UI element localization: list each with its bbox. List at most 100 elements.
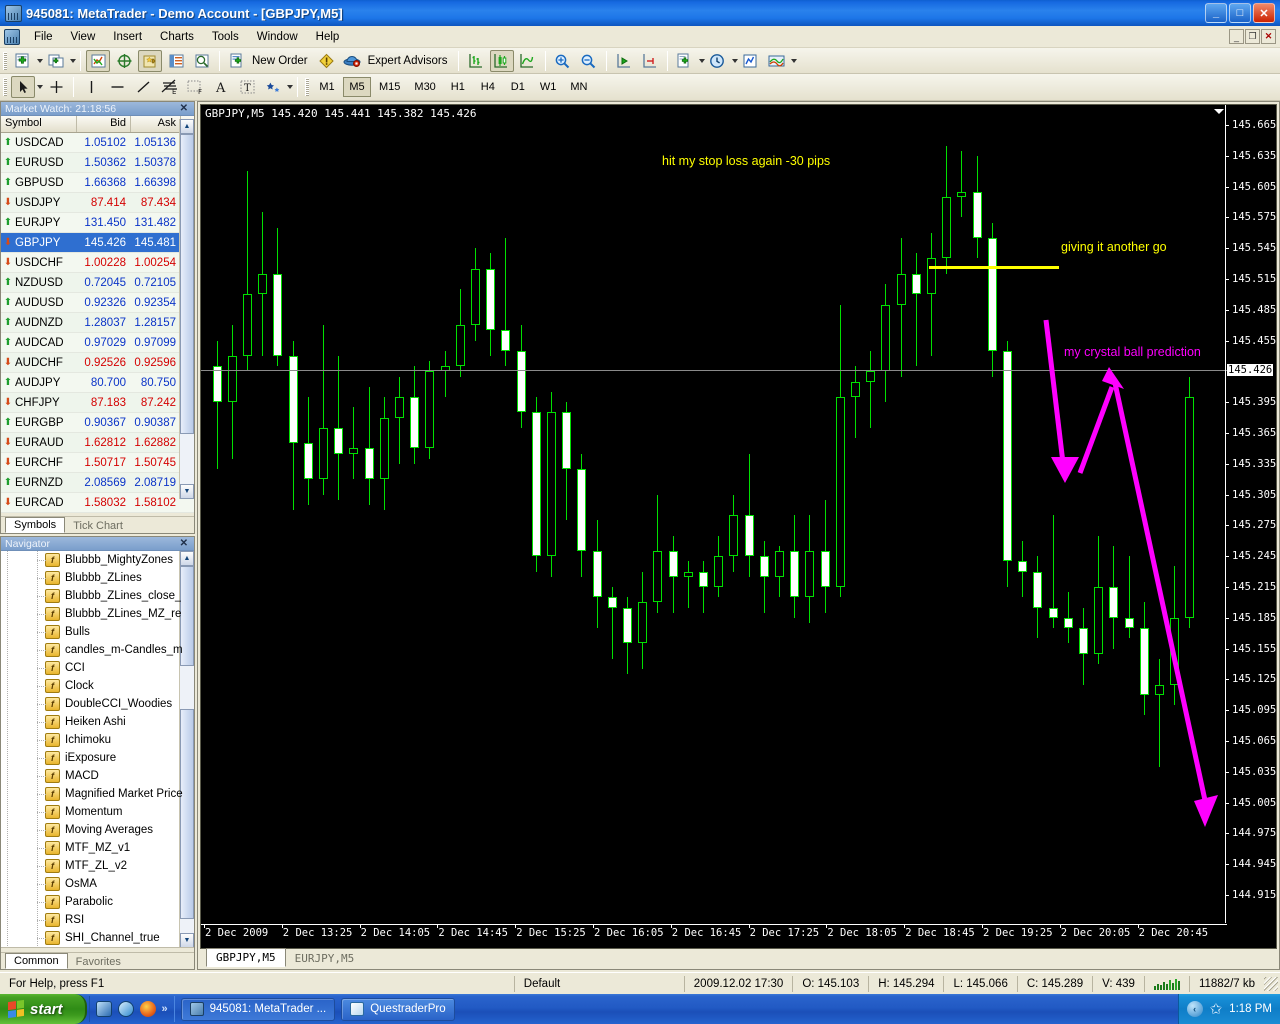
- navigator-item[interactable]: f candles_m-Candles_m: [1, 641, 194, 659]
- navigator-item[interactable]: f Ichimoku: [1, 731, 194, 749]
- market-watch-row[interactable]: ⬇ USDCHF 1.00228 1.00254: [1, 253, 194, 273]
- strategy-tester-icon[interactable]: [190, 50, 214, 72]
- tile-windows-icon[interactable]: [44, 50, 68, 72]
- navigator-item[interactable]: f iExposure: [1, 749, 194, 767]
- navigator-item[interactable]: f Blubbb_ZLines: [1, 569, 194, 587]
- tab-common[interactable]: Common: [5, 953, 68, 969]
- timeframe-m15[interactable]: M15: [379, 81, 401, 93]
- scroll-thumb[interactable]: [180, 134, 194, 434]
- nav-scroll-thumb[interactable]: [180, 566, 194, 666]
- market-watch-row[interactable]: ⬆ EURGBP 0.90367 0.90387: [1, 413, 194, 433]
- trendline-icon[interactable]: [131, 76, 155, 98]
- price-scale[interactable]: 145.665 145.635 145.605 145.575 145.545 145.5…: [1224, 105, 1276, 923]
- new-order-icon[interactable]: [225, 50, 249, 72]
- maximize-button[interactable]: □: [1229, 3, 1251, 23]
- resize-grip[interactable]: [1264, 976, 1278, 991]
- chart-shift-icon[interactable]: [638, 50, 662, 72]
- chart-canvas[interactable]: GBPJPY,M5 145.420 145.441 145.382 145.42…: [200, 104, 1277, 949]
- menu-item-tools[interactable]: Tools: [211, 30, 239, 43]
- market-watch-row[interactable]: ⬆ AUDJPY 80.700 80.750: [1, 373, 194, 393]
- market-watch-row[interactable]: ⬆ GBPUSD 1.66368 1.66398: [1, 173, 194, 193]
- navigator-item[interactable]: f Bulls: [1, 623, 194, 641]
- tab-symbols[interactable]: Symbols: [5, 517, 66, 533]
- nav-scroll-down-icon[interactable]: ▼: [180, 933, 194, 947]
- text-icon[interactable]: A: [209, 76, 233, 98]
- market-watch-row[interactable]: ⬇ GBPJPY 145.426 145.481: [1, 233, 194, 253]
- mdi-close-button[interactable]: ✕: [1261, 29, 1276, 44]
- navigator-scrollbar[interactable]: ▲ ▼: [179, 551, 194, 947]
- menu-item-window[interactable]: Window: [256, 30, 298, 43]
- scroll-up-icon[interactable]: ▲: [180, 119, 194, 134]
- market-watch-row[interactable]: ⬇ EURCAD 1.58032 1.58102: [1, 493, 194, 513]
- navigator-close-icon[interactable]: ✕: [179, 538, 188, 549]
- cursor-arrow-icon[interactable]: [11, 76, 35, 98]
- timeframe-m1[interactable]: M1: [319, 81, 335, 93]
- mdi-minimize-button[interactable]: _: [1229, 29, 1244, 44]
- period-dropdown-icon[interactable]: [731, 58, 738, 63]
- tray-expand-icon[interactable]: ‹: [1186, 1001, 1203, 1017]
- menu-item-file[interactable]: File: [34, 30, 53, 43]
- market-watch-scrollbar[interactable]: ▲ ▼: [179, 119, 194, 499]
- chart-annotation[interactable]: hit my stop loss again -30 pips: [662, 154, 831, 168]
- taskbar-task-questrader[interactable]: QuestraderPro: [341, 997, 455, 1021]
- candlestick-chart-icon[interactable]: [489, 49, 514, 72]
- line-chart-icon[interactable]: [516, 50, 540, 72]
- chart-annotation[interactable]: giving it another go: [1061, 240, 1167, 254]
- navigator-item[interactable]: f Blubbb_ZLines_MZ_re: [1, 605, 194, 623]
- tab-tick-chart[interactable]: Tick Chart: [73, 520, 123, 532]
- firefox-icon[interactable]: [139, 1001, 156, 1017]
- timeframe-h1[interactable]: H1: [450, 81, 465, 93]
- market-watch-row[interactable]: ⬇ AUDCHF 0.92526 0.92596: [1, 353, 194, 373]
- scroll-down-icon[interactable]: ▼: [180, 484, 194, 499]
- navigator-item[interactable]: f RSI: [1, 911, 194, 929]
- chart-annotation[interactable]: my crystal ball prediction: [1064, 345, 1201, 359]
- market-watch-close-icon[interactable]: ✕: [179, 103, 188, 114]
- vertical-line-icon[interactable]: [79, 76, 103, 98]
- chart-plot-area[interactable]: hit my stop loss again -30 pips giving it…: [201, 105, 1227, 923]
- objects-icon[interactable]: [261, 76, 285, 98]
- market-watch-row[interactable]: ⬇ CHFJPY 87.183 87.242: [1, 393, 194, 413]
- market-watch-row[interactable]: ⬆ EURJPY 131.450 131.482: [1, 213, 194, 233]
- fibonacci-icon[interactable]: E: [157, 76, 181, 98]
- drawing-toolbar-grip[interactable]: [3, 78, 7, 96]
- templates-icon[interactable]: [673, 50, 697, 72]
- navigator-item[interactable]: f OsMA: [1, 875, 194, 893]
- zoom-out-icon[interactable]: [577, 50, 601, 72]
- navigator-item[interactable]: f Moving Averages: [1, 821, 194, 839]
- lines-dropdown-icon[interactable]: [790, 58, 797, 63]
- equidistant-channel-icon[interactable]: F: [183, 76, 207, 98]
- minimize-button[interactable]: _: [1205, 3, 1227, 23]
- period-clock-icon[interactable]: [706, 50, 730, 72]
- menu-item-charts[interactable]: Charts: [160, 30, 194, 43]
- market-watch-row[interactable]: ⬆ USDCAD 1.05102 1.05136: [1, 133, 194, 153]
- resistance-line[interactable]: [929, 265, 1059, 269]
- time-scale[interactable]: 2 Dec 2009 2 Dec 13:25 2 Dec 14:05 2 Dec 14…: [201, 924, 1227, 948]
- chart-collapse-icon[interactable]: [1214, 109, 1224, 114]
- tile-windows-dropdown-icon[interactable]: [70, 58, 76, 63]
- navigator-icon[interactable]: [112, 50, 136, 72]
- navigator-item[interactable]: f MTF_ZL_v2: [1, 857, 194, 875]
- new-chart-dropdown-icon[interactable]: [37, 58, 43, 63]
- navigator-item[interactable]: f Clock: [1, 677, 194, 695]
- navigator-item[interactable]: f Blubbb_MightyZones: [1, 551, 194, 569]
- bar-chart-icon[interactable]: [464, 50, 488, 72]
- mdi-app-icon[interactable]: [4, 28, 20, 45]
- quick-launch-expand-icon[interactable]: »: [161, 1003, 168, 1015]
- column-bid[interactable]: Bid: [77, 116, 131, 132]
- market-watch-row[interactable]: ⬆ AUDNZD 1.28037 1.28157: [1, 313, 194, 333]
- objects-dropdown-icon[interactable]: [287, 85, 293, 89]
- new-chart-icon[interactable]: [11, 50, 35, 72]
- navigator-item[interactable]: f Momentum: [1, 803, 194, 821]
- column-ask[interactable]: Ask: [131, 116, 181, 132]
- timeframe-m5[interactable]: M5: [343, 77, 371, 97]
- text-label-icon[interactable]: T: [235, 76, 259, 98]
- navigator-item[interactable]: f DoubleCCI_Woodies: [1, 695, 194, 713]
- taskbar-task-metatrader[interactable]: 945081: MetaTrader ...: [180, 997, 336, 1021]
- crosshair-icon[interactable]: [44, 76, 68, 98]
- column-symbol[interactable]: Symbol: [1, 116, 77, 132]
- market-watch-row[interactable]: ⬆ NZDUSD 0.72045 0.72105: [1, 273, 194, 293]
- timeframe-grip[interactable]: [305, 78, 309, 96]
- navigator-item[interactable]: f Blubbb_ZLines_close_: [1, 587, 194, 605]
- close-button[interactable]: ✕: [1253, 3, 1275, 23]
- expert-advisors-icon[interactable]: [341, 50, 365, 72]
